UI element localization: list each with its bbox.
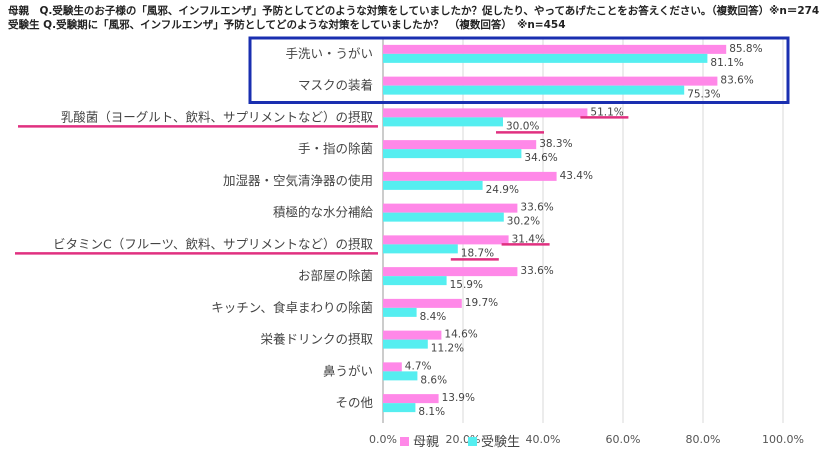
bar-student xyxy=(383,117,503,127)
category-label: 乳酸菌（ヨーグルト、飲料、サプリメントなど）の摂取 xyxy=(61,109,374,124)
bar-mother xyxy=(383,203,518,213)
question-mother: 母親 Q.受験生のお子様の「風邪、インフルエンザ」予防としてどのような対策をして… xyxy=(8,5,820,17)
data-label: 33.6% xyxy=(520,265,553,277)
category-label: 手・指の除菌 xyxy=(298,141,373,156)
category-label: 栄養ドリンクの摂取 xyxy=(260,332,373,347)
chart-header: 母親 Q.受験生のお子様の「風邪、インフルエンザ」予防としてどのような対策をして… xyxy=(8,4,819,32)
bar-student xyxy=(383,339,428,349)
data-label: 83.6% xyxy=(720,75,753,87)
data-label: 24.9% xyxy=(486,184,519,196)
bar-mother xyxy=(383,108,588,118)
bar-mother xyxy=(383,140,537,150)
bar-student xyxy=(383,307,417,317)
data-label: 19.7% xyxy=(465,297,498,309)
x-tick-label: 80.0% xyxy=(686,433,721,446)
highlight-box xyxy=(248,36,790,104)
category-label: その他 xyxy=(335,395,373,410)
x-tick-label: 100.0% xyxy=(762,433,804,446)
bar-student xyxy=(383,403,416,413)
category-label: 手洗い・うがい xyxy=(285,46,373,61)
bar-student xyxy=(383,276,447,286)
legend-swatch xyxy=(400,437,409,446)
bar-mother xyxy=(383,44,727,54)
data-label: 33.6% xyxy=(520,202,553,214)
data-label: 38.3% xyxy=(539,138,572,150)
data-label: 18.7% xyxy=(461,247,494,259)
category-label: キッチン、食卓まわりの除菌 xyxy=(211,300,373,315)
bar-mother xyxy=(383,171,557,181)
category-label: 積極的な水分補給 xyxy=(273,205,374,220)
data-label: 51.1% xyxy=(590,106,623,118)
data-label: 4.7% xyxy=(405,360,432,372)
data-label: 43.4% xyxy=(560,170,593,182)
bar-student xyxy=(383,212,504,222)
data-label: 11.2% xyxy=(431,343,464,355)
data-label: 75.3% xyxy=(687,89,720,101)
bar-mother xyxy=(383,298,462,308)
data-label: 85.8% xyxy=(729,43,762,55)
bar-student xyxy=(383,371,418,381)
bar-mother xyxy=(383,235,509,245)
x-tick-label: 40.0% xyxy=(526,433,561,446)
bar-mother xyxy=(383,394,439,404)
legend-label: 母親 xyxy=(413,435,439,450)
category-label: お部屋の除菌 xyxy=(298,268,373,283)
category-label: 鼻うがい xyxy=(323,363,373,378)
data-label: 14.6% xyxy=(444,329,477,341)
x-tick-label: 0.0% xyxy=(369,433,397,446)
data-label: 31.4% xyxy=(512,233,545,245)
data-label: 30.2% xyxy=(507,216,540,228)
data-label: 8.6% xyxy=(420,374,447,386)
bar-student xyxy=(383,149,522,159)
bar-student xyxy=(383,85,685,95)
data-label: 8.1% xyxy=(418,406,445,418)
bar-mother xyxy=(383,362,402,372)
category-label: 加湿器・空気清浄器の使用 xyxy=(223,173,373,188)
bar-mother xyxy=(383,76,718,86)
bar-student xyxy=(383,244,458,254)
data-label: 8.4% xyxy=(420,311,447,323)
bar-student xyxy=(383,180,483,190)
category-label: マスクの装着 xyxy=(298,78,373,93)
legend-swatch xyxy=(468,437,477,446)
bar-student xyxy=(383,53,708,63)
data-label: 30.0% xyxy=(506,120,539,132)
data-label: 13.9% xyxy=(442,392,475,404)
bar-mother xyxy=(383,267,518,277)
data-label: 15.9% xyxy=(450,279,483,291)
category-label: ビタミンC（フルーツ、飲料、サプリメントなど）の摂取 xyxy=(53,236,373,251)
data-label: 81.1% xyxy=(710,57,743,69)
bar-mother xyxy=(383,330,442,340)
x-tick-label: 60.0% xyxy=(606,433,641,446)
question-student: 受験生 Q.受験期に「風邪、インフルエンザ」予防としてどのような対策をしていまし… xyxy=(8,19,566,31)
legend-label: 受験生 xyxy=(481,435,520,450)
data-label: 34.6% xyxy=(524,152,557,164)
